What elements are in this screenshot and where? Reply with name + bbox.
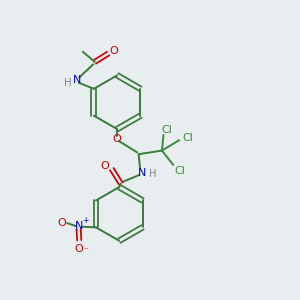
Text: N: N	[75, 221, 83, 231]
Text: N: N	[137, 168, 146, 178]
Text: Cl: Cl	[174, 167, 185, 176]
Text: O: O	[75, 244, 84, 254]
Text: Cl: Cl	[182, 133, 193, 143]
Text: ⁻: ⁻	[83, 246, 88, 255]
Text: Cl: Cl	[162, 125, 172, 135]
Text: O: O	[113, 134, 122, 144]
Text: +: +	[82, 216, 88, 225]
Text: N: N	[73, 75, 82, 85]
Text: H: H	[149, 169, 156, 179]
Text: O: O	[101, 160, 110, 170]
Text: O: O	[57, 218, 66, 228]
Text: O: O	[110, 46, 118, 56]
Text: H: H	[64, 78, 72, 88]
